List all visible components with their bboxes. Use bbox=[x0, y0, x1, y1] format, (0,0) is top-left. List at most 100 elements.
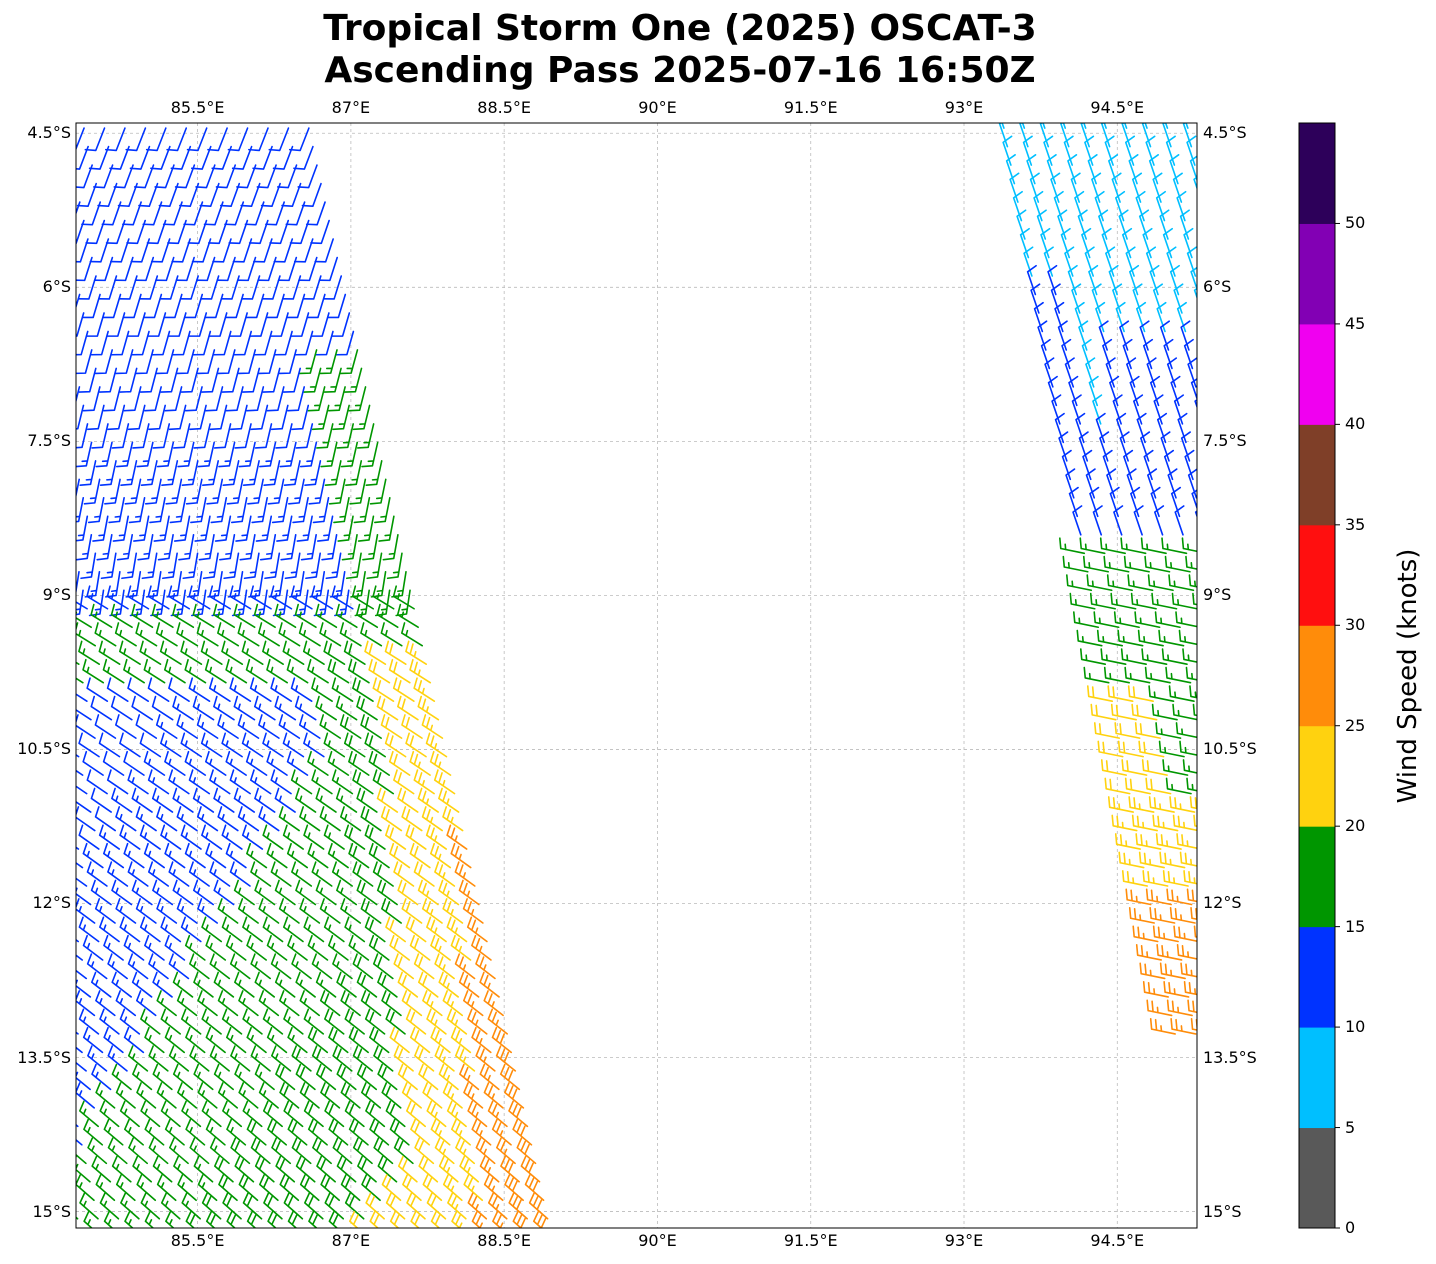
wind-barb bbox=[220, 275, 240, 300]
barb-path bbox=[238, 1174, 259, 1202]
barb-path bbox=[98, 640, 121, 666]
barb-path bbox=[1145, 888, 1172, 906]
wind-barb bbox=[76, 478, 81, 499]
title-line-1: Tropical Storm One (2025) OSCAT-3 bbox=[323, 8, 1037, 49]
barb-path bbox=[1161, 648, 1188, 666]
barb-path bbox=[1109, 375, 1120, 407]
barb-path bbox=[1165, 135, 1176, 166]
wind-barb bbox=[162, 201, 183, 226]
colorbar-tick-label: 5 bbox=[1345, 1117, 1356, 1137]
barb-path bbox=[1186, 777, 1197, 792]
wind-barb bbox=[1079, 537, 1106, 555]
wind-barb bbox=[475, 1045, 496, 1072]
barb-path bbox=[368, 842, 390, 869]
barb-path bbox=[150, 238, 171, 263]
barb-path bbox=[1163, 338, 1174, 370]
wind-barb bbox=[1166, 888, 1193, 906]
wind-barb bbox=[111, 971, 133, 998]
barb-path bbox=[348, 1026, 369, 1054]
barb-path bbox=[144, 478, 162, 505]
wind-barb bbox=[181, 460, 199, 486]
wind-barb bbox=[1148, 154, 1159, 185]
wind-barb bbox=[76, 887, 92, 906]
wind-barb bbox=[206, 478, 224, 505]
barb-path bbox=[344, 1100, 365, 1128]
barb-path bbox=[112, 515, 129, 542]
wind-barb bbox=[131, 971, 153, 998]
barb-path bbox=[1072, 505, 1083, 536]
barb-path bbox=[402, 1174, 422, 1202]
wind-barb bbox=[1037, 320, 1048, 351]
wind-barb bbox=[26, 954, 45, 978]
barb-path bbox=[397, 1063, 418, 1091]
barb-path bbox=[316, 1063, 337, 1091]
wind-barb bbox=[237, 898, 259, 924]
barb-path bbox=[239, 534, 256, 561]
wind-barb bbox=[136, 1082, 157, 1109]
wind-barb bbox=[53, 165, 72, 188]
colorbar-segment bbox=[1299, 826, 1335, 928]
wind-barb bbox=[1060, 227, 1071, 259]
wind-barb bbox=[175, 256, 195, 282]
barb-path bbox=[105, 219, 126, 245]
wind-barb bbox=[30, 697, 50, 720]
wind-barb bbox=[248, 219, 269, 245]
barb-path bbox=[41, 202, 59, 225]
wind-barb bbox=[168, 1045, 190, 1072]
wind-barb bbox=[180, 916, 202, 943]
wind-barb bbox=[1194, 398, 1197, 410]
wind-barb bbox=[1129, 375, 1140, 407]
barb-path bbox=[1139, 962, 1166, 980]
wind-barb bbox=[291, 404, 310, 431]
wind-barb bbox=[106, 585, 129, 610]
barb-path bbox=[76, 601, 88, 610]
barb-path bbox=[271, 497, 289, 524]
barb-path bbox=[325, 552, 342, 580]
wind-barb bbox=[180, 367, 199, 393]
wind-barb bbox=[201, 1192, 222, 1220]
barb-path bbox=[28, 147, 47, 169]
wind-barb bbox=[1169, 907, 1196, 924]
wind-barb bbox=[454, 861, 476, 887]
wind-barb bbox=[286, 658, 309, 684]
wind-barb bbox=[319, 349, 338, 375]
wind-barb bbox=[270, 404, 289, 431]
barb-path bbox=[233, 787, 256, 813]
barb-path bbox=[92, 515, 109, 542]
wind-barb bbox=[418, 1155, 439, 1183]
barb-path bbox=[304, 1192, 324, 1220]
wind-barb bbox=[172, 695, 194, 721]
wind-barb bbox=[42, 844, 62, 868]
wind-barb bbox=[1113, 505, 1124, 536]
colorbar-segment bbox=[1299, 1027, 1335, 1129]
barb-path bbox=[1080, 123, 1090, 148]
wind-barb bbox=[184, 293, 204, 319]
barb-path bbox=[1094, 190, 1105, 222]
barb-path bbox=[103, 1211, 114, 1228]
barb-path bbox=[258, 714, 280, 739]
wind-barb bbox=[377, 1063, 398, 1091]
wind-barb bbox=[115, 1082, 136, 1109]
barb-path bbox=[127, 1045, 149, 1072]
wind-barb bbox=[169, 1137, 189, 1165]
barb-path bbox=[136, 441, 154, 468]
barb-path bbox=[151, 603, 174, 629]
barb-path bbox=[168, 677, 190, 702]
wind-barb bbox=[327, 293, 347, 319]
barb-path bbox=[1134, 611, 1161, 629]
wind-barb bbox=[311, 1045, 333, 1072]
barb-path bbox=[1138, 740, 1165, 758]
wind-barb bbox=[282, 640, 305, 666]
wind-barb bbox=[467, 1100, 488, 1128]
barb-path bbox=[1113, 505, 1124, 536]
barb-path bbox=[1132, 925, 1159, 943]
wind-barb bbox=[115, 714, 137, 739]
barb-path bbox=[467, 1192, 488, 1220]
barb-path bbox=[96, 534, 113, 561]
wind-barb bbox=[264, 552, 281, 580]
barb-path bbox=[1153, 394, 1164, 425]
wind-barb bbox=[196, 622, 219, 647]
wind-barb bbox=[397, 695, 419, 721]
barb-path bbox=[288, 478, 305, 505]
wind-barb bbox=[349, 478, 367, 505]
